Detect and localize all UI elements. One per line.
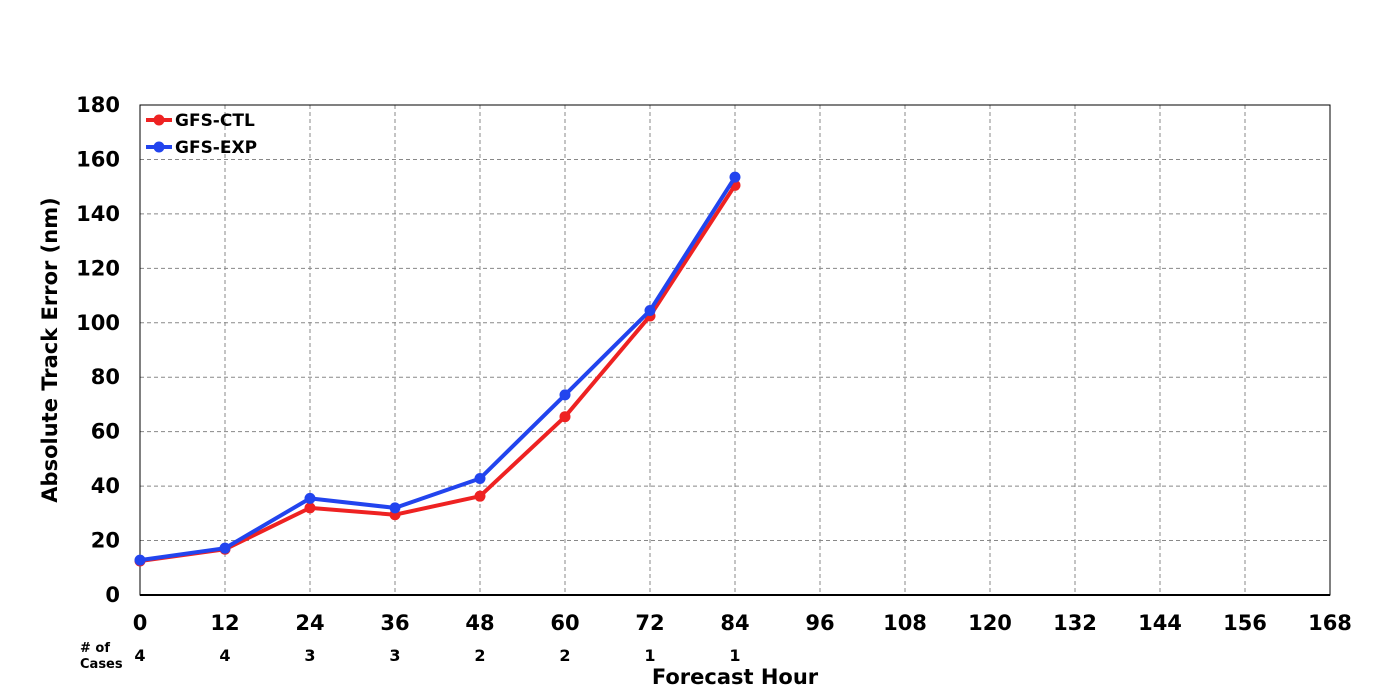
data-point xyxy=(219,542,231,554)
cases-count: 3 xyxy=(389,646,400,665)
cases-count: 2 xyxy=(474,646,485,665)
x-tick-label: 0 xyxy=(133,611,148,635)
data-point xyxy=(304,492,316,504)
y-tick-label: 20 xyxy=(91,529,120,553)
y-axis-title: Absolute Track Error (nm) xyxy=(38,197,62,502)
data-point xyxy=(559,411,571,423)
x-tick-label: 144 xyxy=(1138,611,1182,635)
x-tick-label: 120 xyxy=(968,611,1012,635)
data-point xyxy=(474,472,486,484)
data-point xyxy=(644,305,656,317)
cases-label-line-1: # of xyxy=(80,641,110,656)
data-point xyxy=(389,502,401,514)
data-point xyxy=(559,389,571,401)
x-tick-label: 108 xyxy=(883,611,927,635)
x-tick-label: 48 xyxy=(465,611,494,635)
legend-swatch-marker xyxy=(153,114,165,126)
cases-count: 3 xyxy=(304,646,315,665)
legend-label: GFS-CTL xyxy=(175,111,255,131)
y-tick-label: 80 xyxy=(91,365,120,389)
x-tick-label: 168 xyxy=(1308,611,1352,635)
y-tick-label: 180 xyxy=(76,93,120,117)
x-tick-label: 12 xyxy=(210,611,239,635)
cases-count: 1 xyxy=(644,646,655,665)
cases-count: 4 xyxy=(134,646,145,665)
y-tick-label: 40 xyxy=(91,474,120,498)
x-tick-label: 156 xyxy=(1223,611,1267,635)
series-line-gfs-exp xyxy=(139,176,737,563)
cases-count: 1 xyxy=(729,646,740,665)
legend-label: GFS-EXP xyxy=(175,138,257,158)
y-tick-label: 160 xyxy=(76,147,120,171)
x-tick-label: 24 xyxy=(295,611,324,635)
x-tick-label: 132 xyxy=(1053,611,1097,635)
cases-row: 4 4 3 3 2 2 1 1 xyxy=(134,646,740,665)
data-point xyxy=(729,171,741,183)
y-tick-label: 0 xyxy=(105,583,120,607)
cases-label-line-2: Cases xyxy=(80,657,123,672)
x-tick-label: 96 xyxy=(805,611,834,635)
y-tick-label: 100 xyxy=(76,311,120,335)
data-point xyxy=(134,554,146,566)
y-axis-ticks: 0 20 40 60 80 100 120 140 160 180 xyxy=(76,93,120,607)
cases-count: 2 xyxy=(559,646,570,665)
legend: GFS-CTL GFS-EXP xyxy=(146,111,257,158)
grid-lines xyxy=(140,105,1330,595)
series-gfs-exp xyxy=(134,171,741,566)
data-point xyxy=(474,490,486,502)
cases-count: 4 xyxy=(219,646,230,665)
x-tick-label: 84 xyxy=(720,611,749,635)
y-tick-label: 120 xyxy=(76,256,120,280)
data-point xyxy=(304,502,316,514)
y-tick-label: 140 xyxy=(76,202,120,226)
series-layer xyxy=(134,171,741,567)
x-axis-title: Forecast Hour xyxy=(652,665,819,689)
x-tick-label: 72 xyxy=(635,611,664,635)
x-axis-ticks: 0 12 24 36 48 60 72 84 96 108 120 132 144 156 168 xyxy=(133,611,1352,635)
legend-swatch-marker xyxy=(153,141,165,153)
y-tick-label: 60 xyxy=(91,420,120,444)
series-line-gfs-ctl xyxy=(139,184,737,563)
x-tick-label: 60 xyxy=(550,611,579,635)
x-tick-label: 36 xyxy=(380,611,409,635)
